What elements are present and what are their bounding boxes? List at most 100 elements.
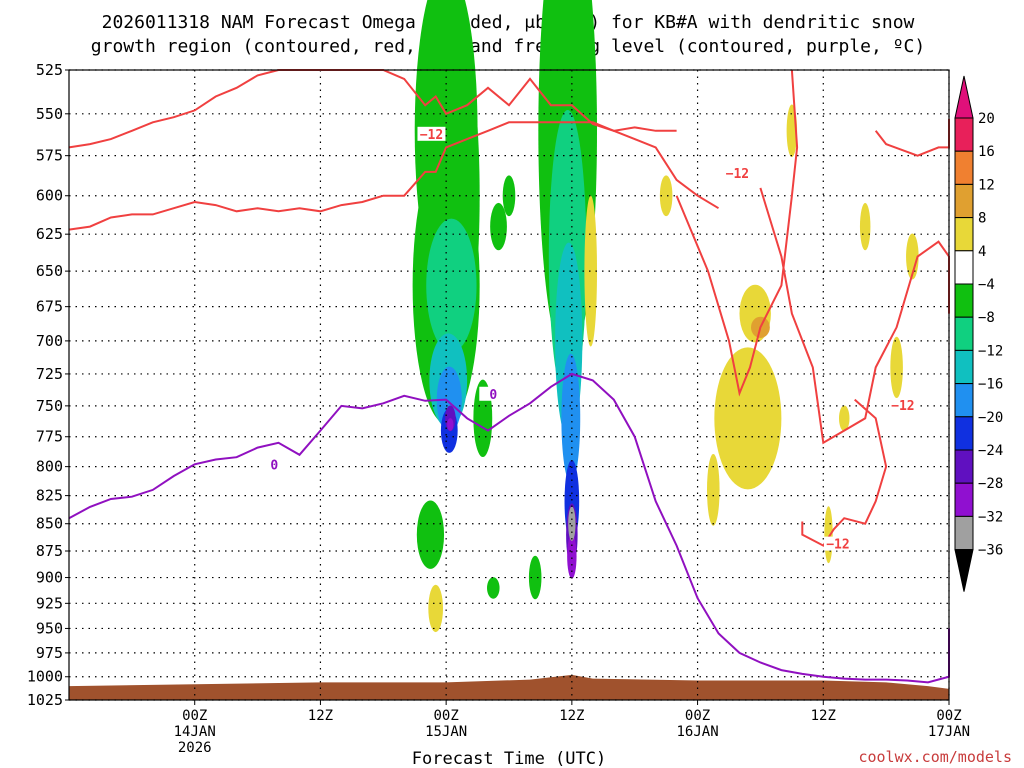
colorbar-label-8: −16: [978, 377, 1003, 393]
omega-shade-11: [490, 202, 507, 251]
colorbar-swatch-3: [954, 217, 974, 252]
x-tick-time-6: 00Z: [936, 708, 961, 724]
x-tick-time-3: 12Z: [559, 708, 584, 724]
y-tick-label-20: 1025: [27, 691, 63, 709]
omega-shade-31: [723, 363, 735, 398]
contour-label-0: −12: [420, 128, 443, 143]
colorbar: 20 16 12 8 4 −4 −8 −12 −16 −20 −24 −28 −32 −36: [954, 75, 1003, 592]
x-tick-day-6: 17JAN: [928, 724, 970, 740]
x-tick-time-5: 12Z: [811, 708, 836, 724]
colorbar-swatch-2: [954, 183, 974, 219]
y-tick-label-5: 650: [36, 262, 63, 280]
omega-shade-12: [428, 584, 443, 633]
y-tick-label-3: 600: [36, 187, 63, 205]
y-tick-label-0: 525: [36, 61, 63, 79]
x-tick-time-0: 00Z: [182, 708, 207, 724]
y-tick-label-14: 875: [36, 542, 63, 560]
colorbar-label-10: −24: [978, 443, 1003, 459]
colorbar-label-7: −12: [978, 343, 1003, 359]
omega-shade-35: [890, 336, 903, 399]
colorbar-swatch-0: [954, 117, 974, 152]
colorbar-label-0: 20: [978, 111, 995, 127]
y-tick-label-4: 625: [36, 225, 63, 243]
colorbar-swatch-7: [954, 349, 974, 385]
colorbar-label-11: −28: [978, 476, 1003, 492]
omega-shade-8: [447, 418, 454, 431]
colorbar-swatch-9: [954, 416, 974, 451]
colorbar-label-4: 4: [978, 244, 986, 260]
colorbar-label-2: 12: [978, 177, 995, 193]
y-tick-label-17: 950: [36, 619, 63, 637]
colorbar-top-arrow: [954, 75, 974, 119]
omega-shading: [69, 0, 949, 700]
y-tick-label-19: 1000: [27, 668, 63, 686]
colorbar-label-9: −20: [978, 410, 1003, 426]
terrain-surface: [69, 674, 949, 700]
contour-label-bg-1: [723, 166, 752, 181]
x-axis-label: Forecast Time (UTC): [412, 749, 606, 768]
contour-label-bg-2: [823, 536, 852, 551]
omega-shade-27: [707, 454, 720, 526]
omega-shade-23: [528, 555, 542, 600]
colorbar-label-3: 8: [978, 211, 986, 227]
colorbar-bottom-arrow: [954, 549, 974, 592]
contour-label-bg-0: [417, 126, 446, 141]
y-tick-label-2: 575: [36, 147, 63, 165]
y-tick-label-9: 750: [36, 397, 63, 415]
omega-shade-3: [426, 218, 477, 353]
colorbar-swatch-11: [954, 482, 974, 517]
contour-label-3: −12: [891, 399, 914, 414]
y-tick-label-12: 825: [36, 487, 63, 505]
contour-label-5: 0: [489, 388, 497, 403]
omega-shade-22: [569, 512, 574, 536]
omega-shade-24: [502, 175, 516, 217]
omega-shade-37: [839, 405, 850, 432]
omega-shade-28: [714, 347, 782, 490]
contour-label-bg-4: [260, 457, 289, 472]
title-line-1: 2026011318 NAM Forecast Omega (shaded, μ…: [102, 12, 915, 33]
contour-labels: −12 −12 −12 −12 0 0: [260, 126, 917, 553]
y-tick-label-15: 900: [36, 569, 63, 587]
omega-shade-25: [584, 195, 597, 347]
contour-extra-3: [874, 118, 950, 157]
contour-label-1: −12: [726, 167, 749, 182]
contour-label-bg-3: [888, 398, 917, 413]
omega-shade-13: [487, 577, 500, 599]
x-tick-day-0: 14JAN: [174, 724, 216, 740]
y-tick-label-16: 925: [36, 594, 63, 612]
contour-series-1: [68, 121, 720, 231]
colorbar-label-5: −4: [978, 277, 995, 293]
chart-title: 2026011318 NAM Forecast Omega (shaded, μ…: [91, 12, 925, 57]
plot-frame: [68, 69, 950, 701]
x-tick-time-1: 12Z: [308, 708, 333, 724]
colorbar-swatch-8: [954, 383, 974, 418]
colorbar-label-1: 16: [978, 144, 995, 160]
contour-extra-2: [801, 398, 888, 547]
omega-shade-10: [416, 500, 445, 569]
grid-lines: [69, 69, 950, 701]
y-tick-label-8: 725: [36, 365, 63, 383]
omega-shade-26: [659, 175, 673, 217]
colorbar-swatch-12: [954, 515, 974, 551]
omega-shade-17: [561, 353, 581, 483]
colorbar-swatch-10: [954, 449, 974, 484]
y-tick-label-10: 775: [36, 428, 63, 446]
contour-extra-0: [675, 69, 799, 397]
colorbar-label-12: −32: [978, 509, 1003, 525]
contour-label-2: −12: [826, 538, 849, 553]
credit-text: coolwx.com/models: [858, 748, 1012, 766]
y-tick-label-13: 850: [36, 515, 63, 533]
colorbar-swatch-4: [954, 250, 974, 285]
omega-shade-33: [824, 506, 833, 564]
y-axis-ticks: 525 550 575 600 625 650 675 700 725 750 775 800 825 8…: [27, 61, 69, 709]
colorbar-label-6: −8: [978, 310, 995, 326]
contour-lines: [68, 69, 950, 684]
colorbar-swatch-5: [954, 283, 974, 318]
omega-shade-34: [859, 202, 871, 251]
x-tick-day-4: 16JAN: [676, 724, 718, 740]
colorbar-swatch-1: [954, 150, 974, 185]
x-tick-year-0: 2026: [178, 740, 212, 756]
contour-label-4: 0: [270, 459, 278, 474]
